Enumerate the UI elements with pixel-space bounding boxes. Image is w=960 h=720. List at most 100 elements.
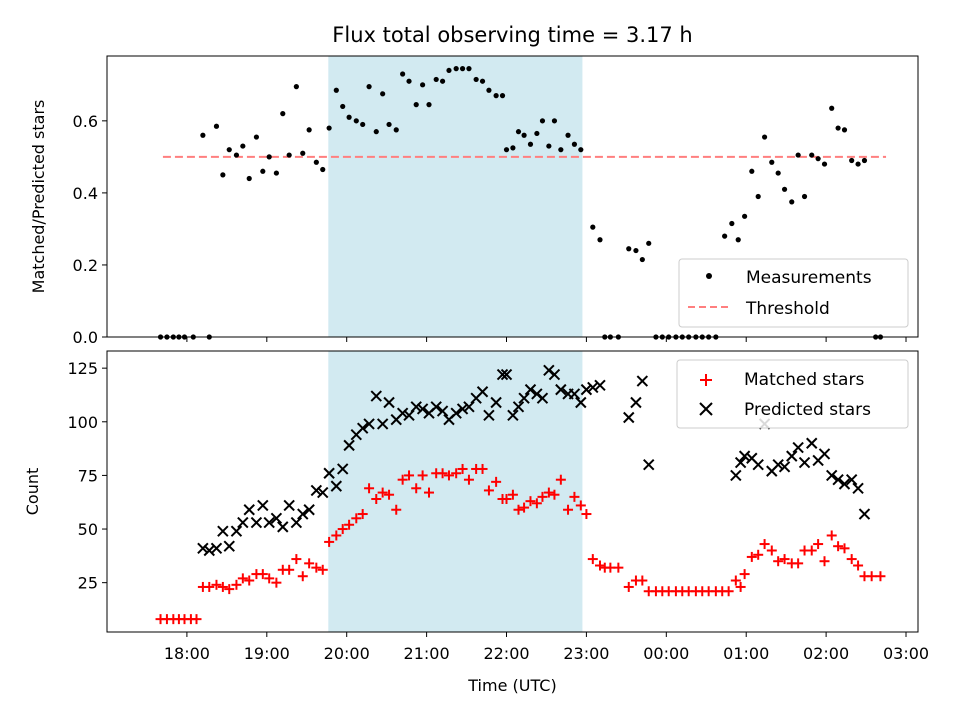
predicted-star-point [303, 504, 315, 516]
predicted-star-point [270, 512, 283, 525]
predicted-star-point [436, 405, 449, 417]
predicted-star-point-b [197, 542, 209, 555]
measurement-point [801, 193, 808, 200]
bottom-observing-interval-shade [328, 351, 583, 632]
predicted-star-point [343, 439, 355, 452]
matched-star-point [623, 581, 634, 592]
measurement-point [286, 152, 292, 158]
matched-star-point [569, 491, 580, 502]
matched-star-point [507, 489, 518, 500]
bottom-legend: Matched stars Predicted stars [676, 359, 909, 429]
predicted-star-point [496, 368, 509, 381]
top-y-ticks: 0.0 0.2 0.4 0.6 [73, 112, 107, 347]
matched-star-point [264, 573, 275, 584]
predicted-star-point-b [456, 403, 469, 415]
measurement-point [439, 78, 446, 84]
matched-star-point [730, 575, 741, 586]
matched-star-point [224, 584, 235, 595]
legend-matched-marker [700, 374, 712, 386]
matched-star-point [735, 581, 746, 592]
measurement-point [510, 145, 516, 151]
predicted-star-point-b [630, 396, 642, 409]
matched-star-point [594, 560, 605, 571]
measurement-point [527, 141, 534, 147]
measurement-point [433, 76, 439, 83]
predicted-star-point [806, 437, 818, 449]
predicted-star-point [752, 458, 764, 471]
measurement-point [233, 152, 240, 158]
bottom-y-tick-label: 50 [78, 520, 98, 539]
matched-star-point [364, 483, 375, 494]
legend-measurements-marker [706, 273, 712, 279]
measurement-point [633, 247, 639, 254]
bottom-y-tick-label: 100 [67, 413, 98, 432]
predicted-star-point [858, 508, 871, 520]
bottom-y-tick-label: 75 [78, 466, 98, 485]
predicted-star-point-b [297, 508, 309, 520]
predicted-star-point [230, 525, 243, 537]
measurement-point [213, 123, 220, 129]
predicted-star-point [734, 456, 747, 469]
matched-star-point [304, 558, 315, 569]
predicted-star-point-b [283, 499, 295, 512]
bottom-x-tick-label: 01:00 [723, 644, 769, 663]
predicted-star-point-b [832, 473, 844, 486]
matched-star-point [391, 504, 402, 515]
measurement-point [260, 168, 266, 174]
predicted-star-point [636, 375, 649, 387]
measurement-point [240, 143, 246, 149]
predicted-star-point [818, 448, 831, 460]
measurement-point [646, 240, 652, 246]
bottom-x-tick-label: 22:00 [483, 644, 529, 663]
measurement-point [386, 121, 392, 128]
matched-star-point [525, 496, 536, 507]
matched-star-point [457, 463, 468, 474]
predicted-star-point-b [623, 411, 635, 424]
predicted-star-point-b [806, 437, 818, 449]
predicted-star-point [237, 516, 249, 529]
predicted-star-point [456, 403, 469, 415]
measurement-point [326, 125, 332, 131]
matched-star-point [377, 487, 388, 498]
top-legend: Measurements Threshold [678, 258, 909, 328]
predicted-star-point-b [317, 486, 329, 499]
predicted-star-point-b [825, 469, 838, 482]
measurement-point [453, 66, 459, 72]
predicted-star-point-b [250, 516, 263, 529]
predicted-star-point-b [270, 512, 283, 525]
top-legend-box [678, 258, 909, 328]
predicted-star-point [430, 401, 442, 413]
matched-star-point [839, 543, 850, 554]
measurement-point [400, 71, 406, 77]
matched-star-point [723, 586, 734, 597]
measurement-point [473, 76, 479, 83]
matched-star-point [191, 614, 202, 625]
matched-star-point [813, 539, 824, 550]
measurement-point [293, 84, 299, 90]
measurement-point [835, 125, 841, 131]
bottom-x-tick-label: 23:00 [563, 644, 609, 663]
measurement-point [821, 161, 828, 167]
measurement-point [246, 175, 252, 182]
measurement-point [413, 102, 419, 108]
predicted-star-point [568, 388, 581, 400]
predicted-star-point [363, 418, 375, 430]
matched-star-point [563, 504, 574, 515]
predicted-star-point [203, 544, 215, 557]
predicted-star-point-b [356, 422, 369, 434]
predicted-star-point-b [512, 401, 525, 413]
matched-star-point [397, 474, 408, 485]
predicted-star-point [643, 458, 655, 471]
predicted-star-point [548, 368, 561, 381]
predicted-star-point [283, 499, 295, 512]
bottom-x-tick-label: 20:00 [324, 644, 370, 663]
matched-star-point [555, 474, 566, 485]
predicted-star-point-b [746, 452, 758, 464]
matched-star-point [271, 577, 282, 588]
predicted-star-point [450, 407, 462, 419]
matched-star-point [357, 509, 368, 520]
predicted-star-point-b [363, 418, 375, 430]
predicted-star-point-b [383, 396, 395, 409]
predicted-star-point-b [845, 473, 858, 486]
predicted-star-point [476, 386, 489, 398]
